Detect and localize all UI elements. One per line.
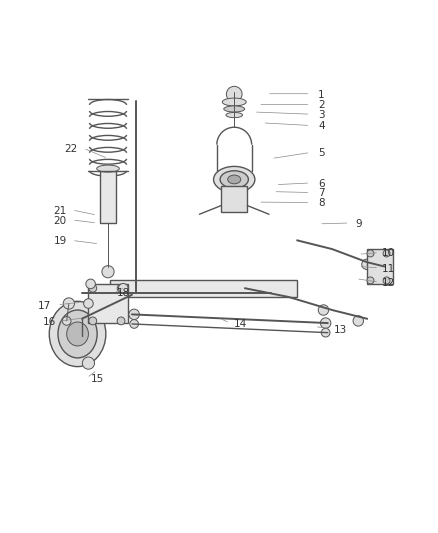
Circle shape (321, 328, 330, 337)
Text: 3: 3 (318, 110, 325, 120)
Circle shape (226, 86, 242, 102)
Ellipse shape (67, 322, 88, 346)
Ellipse shape (222, 98, 246, 106)
Text: 17: 17 (38, 301, 52, 311)
Circle shape (82, 357, 95, 369)
Text: 22: 22 (64, 144, 78, 154)
Text: 7: 7 (318, 188, 325, 198)
Circle shape (367, 277, 374, 284)
Text: 21: 21 (53, 206, 67, 216)
Bar (221, 186, 247, 212)
Ellipse shape (226, 112, 243, 118)
Circle shape (63, 298, 74, 309)
Ellipse shape (214, 166, 255, 192)
Circle shape (84, 298, 93, 308)
Text: 10: 10 (382, 248, 396, 259)
Text: 6: 6 (318, 179, 325, 189)
Bar (110, 279, 297, 297)
Circle shape (318, 305, 328, 315)
Text: 11: 11 (382, 264, 396, 273)
Ellipse shape (49, 301, 106, 367)
Circle shape (117, 317, 125, 325)
Text: 4: 4 (318, 122, 325, 131)
Text: 16: 16 (42, 317, 56, 327)
Text: 9: 9 (355, 219, 362, 229)
Circle shape (321, 318, 331, 328)
Ellipse shape (58, 310, 97, 358)
Circle shape (362, 259, 372, 270)
Circle shape (89, 317, 97, 325)
Circle shape (367, 250, 374, 257)
Circle shape (86, 279, 95, 289)
Circle shape (383, 250, 390, 257)
Text: 8: 8 (318, 198, 325, 208)
Circle shape (62, 317, 71, 325)
Text: 13: 13 (334, 325, 347, 335)
Text: 12: 12 (382, 278, 396, 288)
Text: 14: 14 (234, 319, 247, 329)
Ellipse shape (97, 165, 119, 172)
Bar (88, 284, 127, 323)
Circle shape (130, 320, 138, 328)
Circle shape (129, 309, 139, 320)
Circle shape (102, 265, 114, 278)
Circle shape (353, 316, 364, 326)
Circle shape (383, 277, 390, 284)
Ellipse shape (228, 175, 241, 184)
Text: 18: 18 (117, 288, 130, 298)
Bar (367, 249, 393, 284)
Text: 19: 19 (53, 236, 67, 246)
Bar (100, 171, 116, 223)
Ellipse shape (224, 106, 245, 112)
Circle shape (117, 284, 125, 292)
Text: 20: 20 (53, 216, 67, 226)
Ellipse shape (220, 171, 248, 188)
Text: 5: 5 (318, 148, 325, 158)
Text: 1: 1 (318, 90, 325, 100)
Circle shape (118, 284, 128, 293)
Circle shape (375, 265, 385, 276)
Circle shape (89, 284, 97, 292)
Text: 2: 2 (318, 100, 325, 110)
Text: 15: 15 (91, 374, 104, 384)
